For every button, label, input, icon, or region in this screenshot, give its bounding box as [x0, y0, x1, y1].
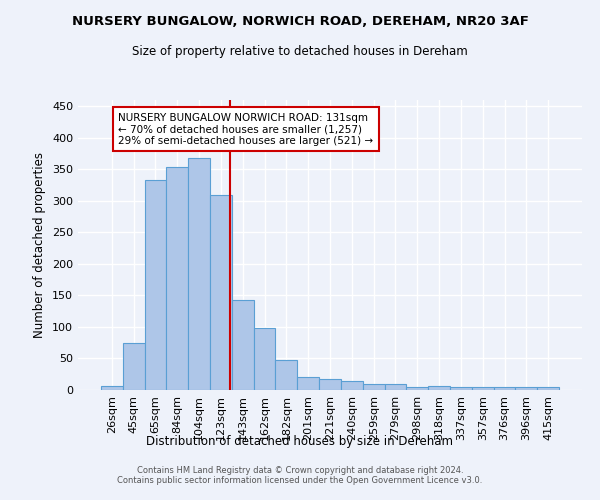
Bar: [472, 388, 494, 390]
Bar: [515, 388, 537, 390]
Bar: [101, 386, 123, 390]
Text: Contains HM Land Registry data © Crown copyright and database right 2024.
Contai: Contains HM Land Registry data © Crown c…: [118, 466, 482, 485]
Bar: [319, 378, 341, 390]
Bar: [123, 342, 145, 390]
Bar: [385, 384, 406, 390]
Bar: [450, 387, 472, 390]
Bar: [275, 360, 297, 390]
Bar: [166, 168, 188, 390]
Text: NURSERY BUNGALOW NORWICH ROAD: 131sqm
← 70% of detached houses are smaller (1,25: NURSERY BUNGALOW NORWICH ROAD: 131sqm ← …: [118, 112, 373, 146]
Bar: [254, 328, 275, 390]
Bar: [537, 388, 559, 390]
Text: Distribution of detached houses by size in Dereham: Distribution of detached houses by size …: [146, 435, 454, 448]
Bar: [232, 300, 254, 390]
Bar: [406, 387, 428, 390]
Bar: [210, 194, 232, 390]
Bar: [494, 388, 515, 390]
Bar: [428, 386, 450, 390]
Bar: [188, 158, 210, 390]
Y-axis label: Number of detached properties: Number of detached properties: [34, 152, 46, 338]
Bar: [145, 180, 166, 390]
Bar: [363, 384, 385, 390]
Text: NURSERY BUNGALOW, NORWICH ROAD, DEREHAM, NR20 3AF: NURSERY BUNGALOW, NORWICH ROAD, DEREHAM,…: [71, 15, 529, 28]
Text: Size of property relative to detached houses in Dereham: Size of property relative to detached ho…: [132, 45, 468, 58]
Bar: [297, 378, 319, 390]
Bar: [341, 381, 363, 390]
